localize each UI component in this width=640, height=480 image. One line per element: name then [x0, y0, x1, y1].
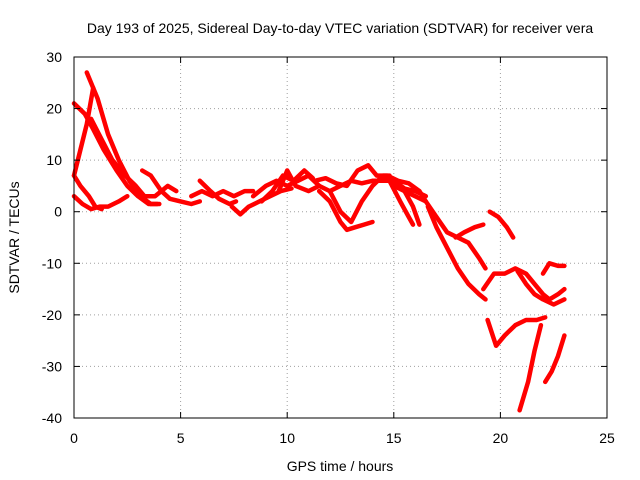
series-arc-16 [327, 173, 392, 225]
series-arc-5 [71, 173, 104, 212]
y-tick-label: 10 [46, 152, 62, 168]
series-arc-18 [387, 178, 416, 227]
x-tick-label: 25 [599, 430, 615, 446]
series-arc-9 [197, 178, 239, 207]
series-arc-8 [189, 188, 256, 199]
data-series [71, 70, 567, 413]
x-tick-label: 20 [493, 430, 509, 446]
series-arc-7 [139, 168, 203, 207]
series-arc-20 [425, 204, 488, 302]
chart-title: Day 193 of 2025, Sidereal Day-to-day VTE… [87, 20, 593, 36]
axis-ticks [73, 56, 608, 419]
y-tick-label: 0 [54, 204, 62, 220]
grid [74, 57, 607, 418]
series-arc-27 [517, 322, 544, 413]
series-arc-6 [71, 193, 130, 212]
y-axis-label: SDTVAR / TECUs [6, 181, 22, 293]
series-arc-15 [316, 188, 375, 233]
series-arc-14 [312, 163, 429, 204]
series-arc-25 [485, 315, 548, 349]
x-tick-label: 10 [279, 430, 295, 446]
x-tick-label: 0 [70, 430, 78, 446]
series-arc-28 [542, 333, 567, 385]
series-arc-12 [259, 168, 316, 204]
series-arc-21 [453, 222, 486, 240]
y-tick-label: 20 [46, 101, 62, 117]
series-arc-1 [71, 85, 96, 178]
x-axis-label: GPS time / hours [287, 458, 394, 474]
tick-labels: 0 5 10 15 20 25 -40 -30 -20 -10 0 10 20 30 [42, 49, 615, 446]
y-tick-label: -30 [42, 358, 62, 374]
x-tick-label: 5 [177, 430, 185, 446]
y-tick-label: -40 [42, 410, 62, 426]
series-arc-3 [71, 101, 160, 207]
series-arc-4 [88, 116, 179, 199]
series-arc-19 [391, 183, 488, 271]
series-arc-22 [487, 209, 516, 240]
series-arc-24 [515, 268, 567, 307]
y-tick-label: -20 [42, 307, 62, 323]
y-tick-label: -10 [42, 255, 62, 271]
x-tick-label: 15 [386, 430, 402, 446]
series-arc-23 [481, 266, 567, 302]
series-arc-26 [540, 261, 567, 276]
y-tick-label: 30 [46, 49, 62, 65]
plot-frame [73, 56, 608, 419]
